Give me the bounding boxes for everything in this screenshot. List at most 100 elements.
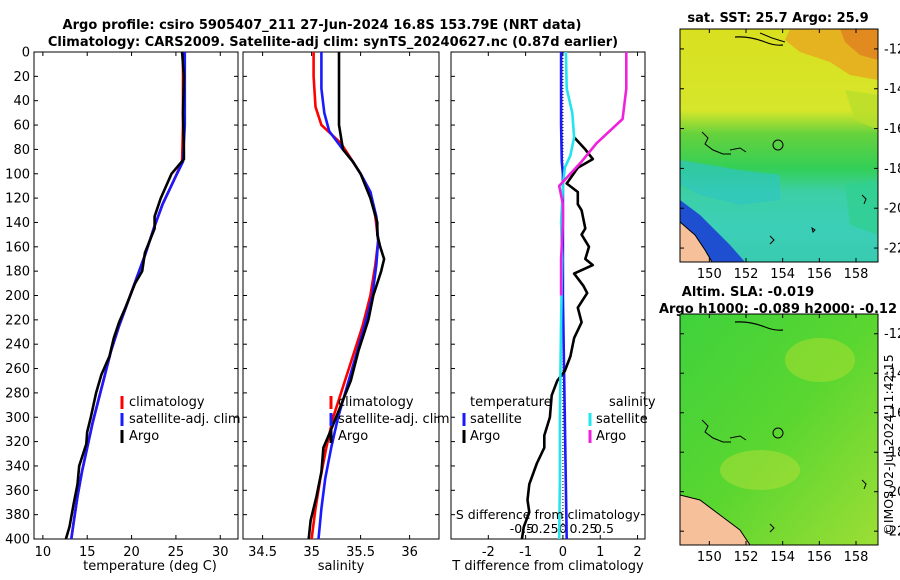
argo-position-marker (772, 139, 784, 151)
header-line1: Argo profile: csiro 5905407_211 27-Jun-2… (63, 18, 582, 33)
sla-map (680, 314, 878, 545)
header-line2: Climatology: CARS2009. Satellite-adj cli… (48, 35, 618, 50)
temperature-xlabel: temperature (deg C) (83, 559, 217, 574)
map-ticks: -12 -14 -16 -18 -20 -22 150 152 154 156 158 -12 -14 -… (680, 29, 900, 565)
y-tick-label: 120 (5, 192, 30, 207)
y-tick-label: 60 (13, 119, 30, 134)
legend-label: climatology (338, 395, 414, 410)
y-tick-label: 300 (5, 411, 30, 426)
reef-outline (811, 226, 816, 233)
x2-tick-label: -0.25 (526, 521, 558, 536)
x2-tick-label: 0 (559, 521, 567, 536)
x-tick-label: 30 (212, 545, 229, 560)
hot-patch (840, 29, 878, 60)
x-tick-label: 0 (559, 545, 567, 560)
y-tick-label: 220 (5, 313, 30, 328)
series-line-temperature-satellite (559, 52, 568, 540)
lat-tick-label: -14 (884, 82, 900, 97)
reef-outline (701, 131, 731, 155)
legend-label: climatology (129, 395, 205, 410)
legend-label: Argo (129, 429, 159, 444)
x-tick-label: -1 (519, 545, 532, 560)
australia-land (680, 221, 713, 262)
sla-patch (785, 338, 855, 382)
y-tick-label: 100 (5, 167, 30, 182)
sst-map-frame (679, 28, 879, 263)
legend-label: satellite (596, 412, 648, 427)
legend-label: satellite (470, 412, 522, 427)
x-tick-label: 34.5 (248, 545, 277, 560)
lon-tick-label: 158 (844, 267, 869, 282)
lat-tick-label: -16 (884, 122, 900, 137)
x-tick-label: 35 (303, 545, 320, 560)
y-tick-label: 180 (5, 265, 30, 280)
legend-header-temperature: temperature (470, 395, 552, 410)
y-tick-label: 20 (13, 70, 30, 85)
y-tick-label: 240 (5, 338, 30, 353)
y-tick-label: 80 (13, 143, 30, 158)
lat-tick-label: -18 (884, 446, 900, 461)
y-tick-label: 40 (13, 94, 30, 109)
cool-band (680, 160, 780, 205)
x-tick-label: 36 (401, 545, 418, 560)
lon-tick-label: 154 (770, 267, 795, 282)
salinity-panel: 34.5 35 35.5 36 (242, 51, 440, 560)
y-tick-label: 200 (5, 289, 30, 304)
coastline (734, 36, 784, 46)
lat-tick-label: -20 (884, 202, 900, 217)
imos-timestamp: ©IMOS 02-Jul-2024 11:42:15 (881, 354, 896, 535)
x-tick-label: -2 (482, 545, 495, 560)
lon-tick-label: 150 (697, 267, 722, 282)
reef-outline (729, 435, 747, 441)
lat-tick-label: -20 (884, 485, 900, 500)
lat-tick-label: -22 (884, 525, 900, 540)
reef-outline (701, 419, 731, 443)
y-tick-label: 320 (5, 435, 30, 450)
x-tick-label: 25 (168, 545, 185, 560)
x-tick-label: 35.5 (346, 545, 375, 560)
salinity-xlabel: salinity (318, 559, 365, 574)
sla-map-title: Altim. SLA: -0.019 (682, 285, 814, 300)
y-tick-label: 280 (5, 386, 30, 401)
sla-map-frame (679, 313, 879, 546)
y-tick-label: 360 (5, 484, 30, 499)
difference-legend: temperature salinity satellite Argo sate… (462, 395, 656, 444)
x-tick-label: 15 (79, 545, 96, 560)
x2-tick-label: 0.25 (570, 521, 598, 536)
lat-tick-label: -12 (884, 327, 900, 342)
x-tick-label: 20 (123, 545, 140, 560)
y-tick-label: 0 (22, 46, 30, 61)
sla-map-subtitle: Argo h1000: -0.089 h2000: -0.12 (659, 302, 897, 317)
series-line-temperature-argo (520, 136, 595, 540)
lon-tick-label: 150 (697, 550, 722, 565)
reef-outline (729, 147, 747, 153)
warm-streak (845, 90, 878, 130)
series-line-argo (307, 52, 386, 540)
sla-patch (720, 450, 800, 490)
temperature-panel: 0 20 40 60 80 100 120 140 160 180 200 220 240 260 280 3… (5, 46, 239, 560)
green-patch (845, 180, 878, 235)
series-line-satellite-adj-clim (70, 52, 187, 540)
lon-tick-label: 152 (734, 550, 759, 565)
x-tick-label: 1 (596, 545, 604, 560)
x-tick-label: 10 (35, 545, 52, 560)
x2-tick-label: 0.5 (594, 521, 614, 536)
argo-position-marker (772, 427, 784, 439)
axes-frame (242, 51, 440, 540)
lon-tick-label: 152 (734, 267, 759, 282)
t-difference-xlabel: T difference from climatology (451, 559, 644, 574)
y-tick-label: 140 (5, 216, 30, 231)
series-line-argo (64, 51, 186, 540)
legend-label: Argo (596, 429, 626, 444)
australia-land (680, 494, 751, 545)
reef-outline (769, 235, 775, 245)
lat-tick-label: -12 (884, 42, 900, 57)
y-tick-label: 260 (5, 362, 30, 377)
difference-panel: -2 -1 0 1 2 -0.5-0.25 0 0.250.5 (450, 51, 646, 560)
reef-outline (861, 479, 867, 490)
lon-tick-label: 156 (807, 267, 832, 282)
lat-tick-label: -18 (884, 162, 900, 177)
axes-frame (33, 51, 239, 540)
lon-tick-label: 158 (844, 550, 869, 565)
